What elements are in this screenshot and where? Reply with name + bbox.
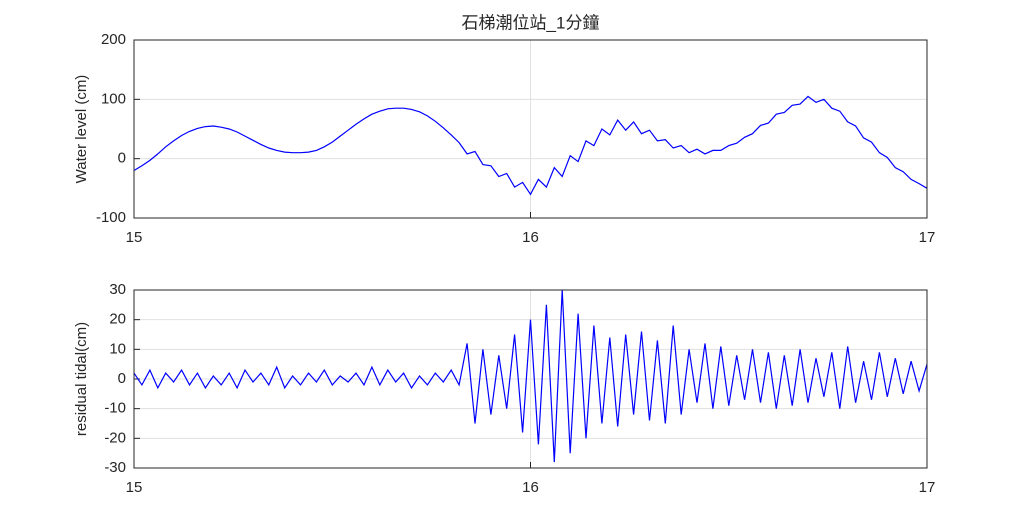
y-tick-label: -30 <box>104 459 126 476</box>
y-tick-label: 100 <box>101 90 126 107</box>
x-tick-label: 15 <box>126 229 143 246</box>
y-tick-label: 0 <box>118 370 126 387</box>
y-axis-label: residual tidal(cm) <box>73 322 90 436</box>
y-tick-label: 10 <box>109 340 126 357</box>
y-tick-label: -20 <box>104 429 126 446</box>
x-tick-label: 15 <box>126 479 143 496</box>
chart-title: 石梯潮位站_1分鐘 <box>462 13 600 32</box>
x-tick-label: 17 <box>919 229 936 246</box>
x-tick-label: 16 <box>522 479 539 496</box>
y-tick-label: 20 <box>109 311 126 328</box>
line-series <box>133 289 928 463</box>
x-tick-label: 16 <box>522 229 539 246</box>
y-tick-label: -10 <box>104 400 126 417</box>
y-tick-label: 0 <box>118 150 126 167</box>
y-tick-label: 30 <box>109 281 126 298</box>
x-tick-label: 17 <box>919 479 936 496</box>
y-axis-label: Water level (cm) <box>73 75 90 184</box>
y-tick-label: 200 <box>101 31 126 48</box>
y-tick-label: -100 <box>96 209 126 226</box>
line-series <box>133 95 928 196</box>
axes-box <box>133 289 928 469</box>
axes-box <box>133 39 928 219</box>
